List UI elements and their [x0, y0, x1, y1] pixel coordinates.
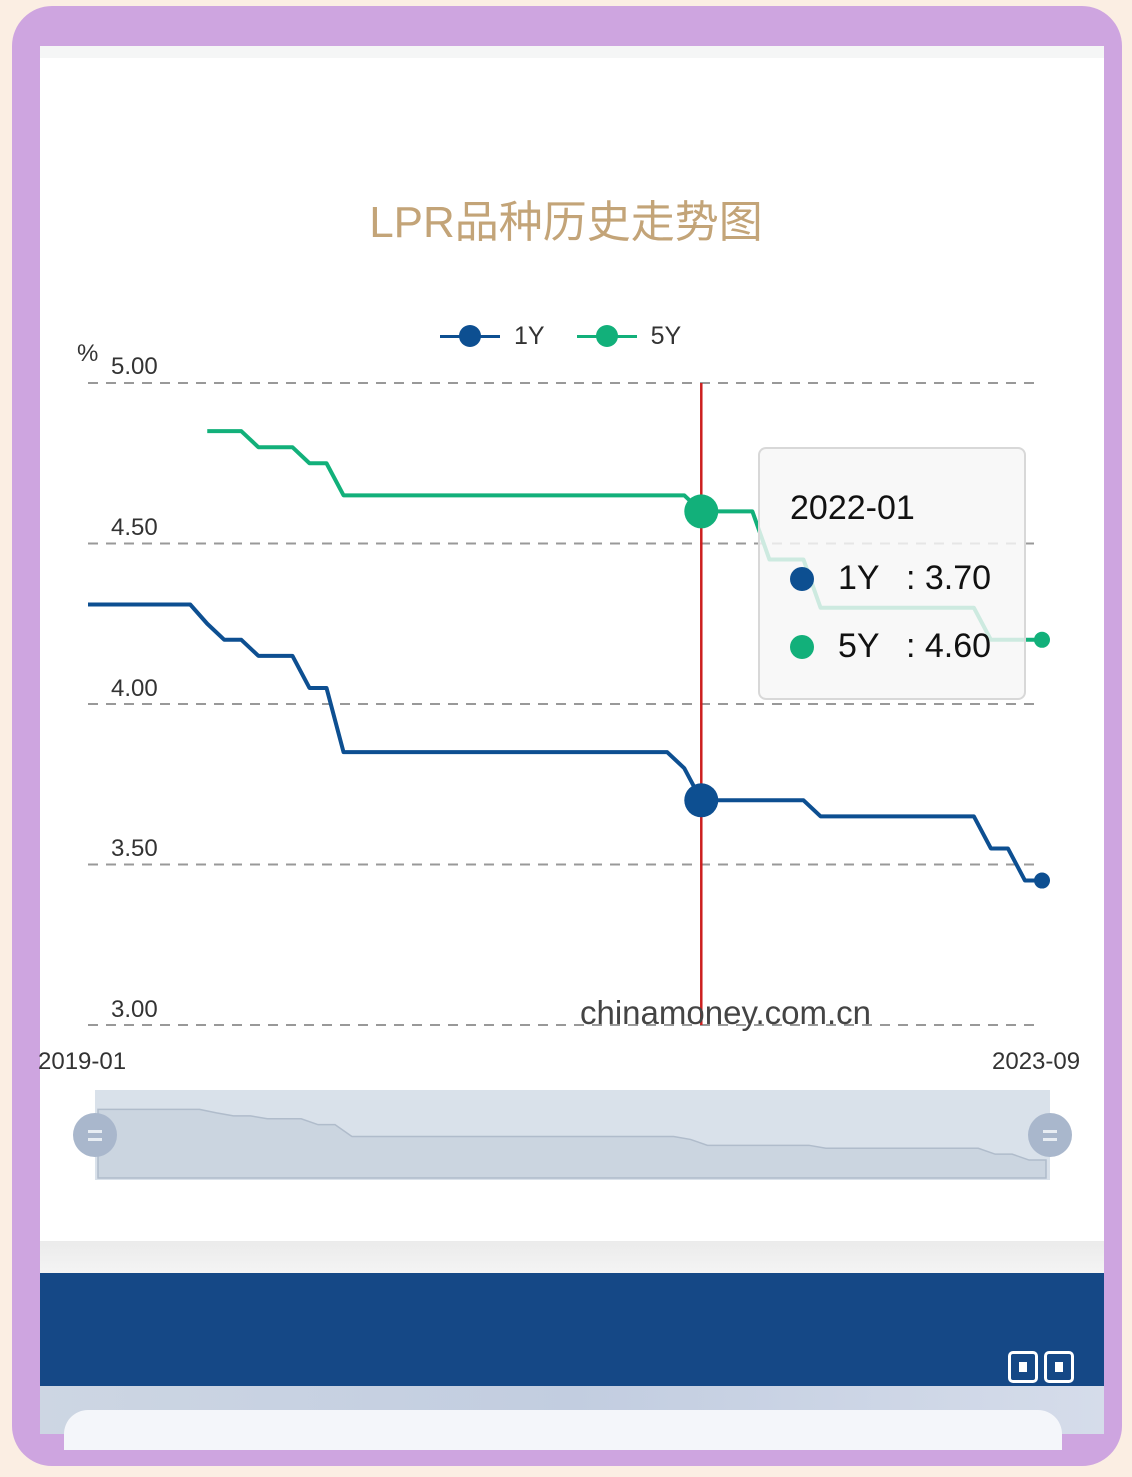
datazoom-left-handle[interactable]	[73, 1113, 117, 1157]
tooltip-series-name: 1Y	[838, 559, 880, 597]
legend: 1Y 5Y	[440, 322, 699, 351]
end-point-5y	[1034, 631, 1050, 648]
y-tick-label: 3.50	[111, 835, 158, 862]
legend-marker-1y	[440, 324, 500, 347]
y-tick-label: 5.00	[111, 353, 158, 380]
end-point-1y	[1034, 872, 1050, 889]
tooltip-row-5y: 5Y : 4.60	[790, 627, 991, 666]
datazoom-right-handle[interactable]	[1028, 1113, 1072, 1157]
tooltip-date: 2022-01	[790, 489, 915, 527]
square-icon	[1044, 1351, 1074, 1383]
y-tick-label: 4.50	[111, 514, 158, 541]
series-dot-icon	[790, 566, 814, 591]
highlight-point-1y	[684, 783, 719, 818]
site-banner	[40, 1273, 1104, 1386]
series-dot-icon	[790, 634, 814, 659]
datazoom-preview-area	[97, 1108, 1047, 1179]
tooltip-value: : 3.70	[906, 559, 992, 597]
tooltip-series-name: 5Y	[838, 627, 880, 665]
highlight-point-5y	[684, 494, 719, 529]
series-line-1y	[88, 602, 1042, 883]
y-axis-unit: %	[77, 340, 99, 367]
tooltip-value: : 4.60	[906, 627, 992, 665]
chart-title: LPR品种历史走势图	[369, 198, 763, 247]
legend-label-5y: 5Y	[650, 322, 682, 350]
bottom-card	[64, 1410, 1062, 1450]
banner-menu-icon[interactable]	[1008, 1351, 1074, 1383]
bottom-panel	[40, 1386, 1104, 1450]
square-icon	[1008, 1351, 1038, 1383]
legend-item-1y[interactable]: 1Y	[440, 322, 545, 351]
tooltip: 2022-01 1Y : 3.70 5Y : 4.60	[758, 447, 1026, 700]
section-gap	[40, 1241, 1104, 1273]
card-top-strip	[40, 46, 1104, 58]
x-tick-label-start: 2019-01	[38, 1048, 127, 1075]
legend-label-1y: 1Y	[514, 322, 545, 350]
legend-marker-5y	[576, 324, 637, 347]
x-tick-label-end: 2023-09	[992, 1048, 1081, 1075]
y-tick-label: 3.00	[111, 996, 158, 1023]
legend-item-5y[interactable]: 5Y	[576, 322, 682, 351]
watermark: chinamoney.com.cn	[580, 994, 872, 1031]
tooltip-row-1y: 1Y : 3.70	[790, 559, 991, 598]
y-tick-label: 4.00	[111, 675, 158, 702]
